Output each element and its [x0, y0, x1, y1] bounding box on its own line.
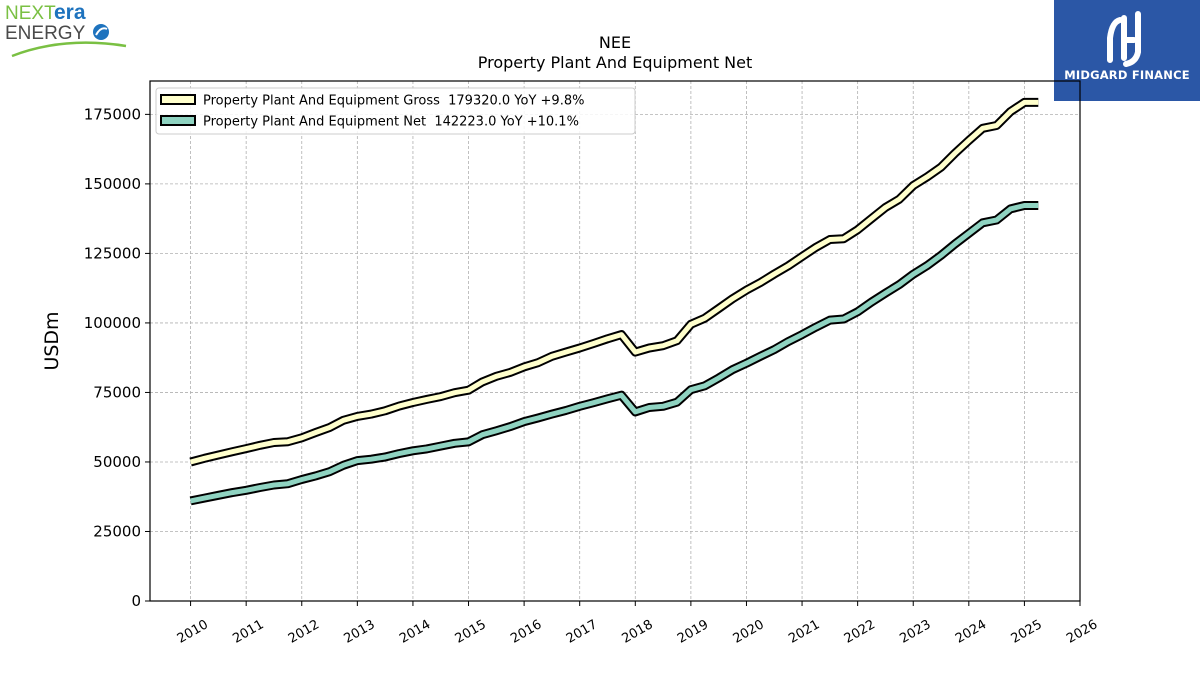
axis-layer: 0 25000 50000 75000 100000 125000 150000 175000… — [84, 105, 1101, 646]
x-tick-label: 2024 — [953, 617, 989, 647]
midgard-finance-logo: MIDGARD FINANCE — [1054, 0, 1200, 101]
legend: Property Plant And Equipment Gross 17932… — [155, 87, 636, 135]
y-tick-label: 175000 — [84, 105, 141, 123]
midgard-logo-text: MIDGARD FINANCE — [1064, 68, 1190, 82]
x-tick-label: 2025 — [1009, 617, 1045, 647]
series-line-1 — [190, 203, 1039, 504]
series-line-0 — [189, 99, 1039, 465]
x-tick-label: 2017 — [564, 617, 600, 647]
nextera-energy-logo: NEXT era ENERGY — [4, 1, 130, 60]
y-axis-label: USDm — [41, 311, 63, 370]
chart-title: NEE — [599, 33, 631, 52]
series-outline-0 — [189, 97, 1039, 467]
legend-box — [155, 87, 636, 135]
y-tick-label: 0 — [131, 592, 141, 610]
x-tick-label: 2020 — [731, 617, 767, 647]
legend-label-gross: Property Plant And Equipment Gross 17932… — [203, 94, 584, 109]
logo-line2: ENERGY — [5, 23, 86, 44]
legend-swatch-gross — [160, 94, 196, 105]
legend-swatch-net — [160, 115, 196, 126]
series-outline-1 — [189, 201, 1039, 506]
x-tick-label: 2014 — [397, 617, 433, 647]
x-tick-label: 2018 — [619, 617, 655, 647]
y-tick-label: 150000 — [84, 175, 141, 193]
x-tick-label: 2022 — [842, 617, 878, 647]
y-tick-label: 50000 — [93, 453, 141, 471]
plot-frame — [149, 80, 1081, 602]
legend-label-net: Property Plant And Equipment Net 142223.… — [203, 115, 579, 130]
nextera-energy-logo-graphic: NEXT era ENERGY — [5, 1, 127, 58]
y-tick-label: 75000 — [93, 383, 141, 401]
x-tick-label: 2021 — [786, 617, 822, 647]
x-tick-label: 2012 — [286, 617, 322, 647]
y-tick-label: 125000 — [84, 244, 141, 262]
x-tick-label: 2023 — [897, 617, 933, 647]
logo-line1-a: NEXT — [5, 3, 56, 24]
x-tick-label: 2016 — [508, 617, 544, 647]
logo-line1-b: era — [54, 2, 86, 24]
x-tick-label: 2015 — [453, 617, 489, 647]
logo-swoosh-inner — [95, 27, 108, 36]
x-tick-label: 2026 — [1064, 617, 1100, 647]
x-tick-label: 2010 — [175, 617, 211, 647]
x-tick-label: 2019 — [675, 617, 711, 647]
x-tick-label: 2011 — [230, 617, 266, 647]
y-tick-label: 25000 — [93, 522, 141, 540]
logo-swoosh-icon — [11, 41, 127, 58]
chart-subtitle: Property Plant And Equipment Net — [478, 53, 753, 72]
y-tick-label: 100000 — [84, 314, 141, 332]
midgard-logo-mark-icon — [1107, 11, 1141, 67]
x-tick-label: 2013 — [342, 617, 378, 647]
series-layer — [189, 97, 1039, 506]
